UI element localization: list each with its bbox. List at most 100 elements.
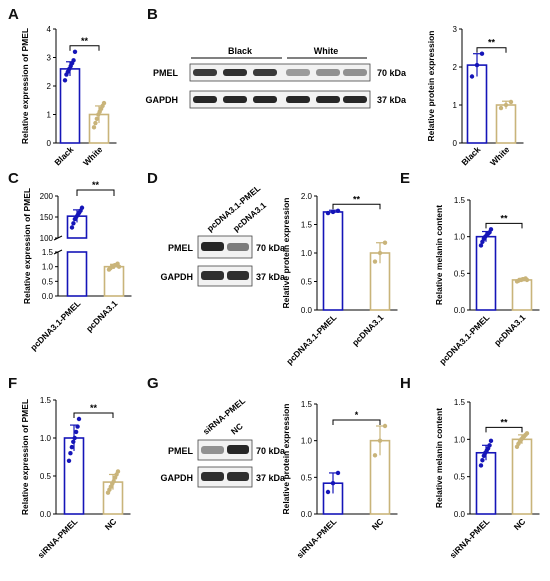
d-pmel-band (201, 242, 224, 251)
e-data-point (478, 243, 484, 248)
c-y-tick-label: 1.0 (42, 263, 54, 272)
c-bar-0-lower (66, 251, 88, 297)
g-size-label-37: 37 kDa (256, 473, 286, 483)
c-data-point (71, 221, 76, 226)
b-data-point (479, 51, 485, 56)
b-gapdh-band (223, 96, 247, 103)
f-x-tick-label-0: siRNA-PMEL (36, 516, 80, 560)
g-pmel-band (201, 446, 224, 454)
b-size-label-70: 70 kDa (377, 68, 407, 78)
a-significance-bracket (69, 45, 100, 51)
b-y-tick-label: 2 (453, 63, 458, 72)
h-data-point (478, 463, 484, 468)
d-gapdh-band (227, 271, 249, 280)
c-significance-label: ** (92, 180, 100, 190)
g-x-tick-label-1: NC (370, 516, 386, 532)
d-data-point (335, 208, 341, 214)
panel-letter-a: A (8, 6, 19, 23)
b-gapdh-blot (189, 90, 371, 109)
d-bar-0 (322, 211, 344, 311)
b-y-tick-label: 3 (453, 25, 458, 34)
d-data-point (325, 210, 331, 216)
h-data-point (524, 431, 530, 436)
b-group-label-black: Black (228, 46, 253, 56)
panel-letter-d: D (147, 170, 158, 187)
h-x-tick-label-0: siRNA-PMEL (448, 516, 492, 560)
panel-letter-e: E (400, 170, 411, 187)
g-lane-label-1: NC (229, 421, 245, 437)
b-y-tick-label: 0 (453, 139, 458, 148)
b-x-tick-label-0: Black (459, 144, 482, 167)
g-y-tick-label: 0.5 (301, 473, 313, 482)
h-y-tick-label: 1.0 (454, 435, 466, 444)
a-y-tick-label: 4 (47, 25, 52, 34)
b-y-tick-label: 1 (453, 101, 458, 110)
c-y-tick-label: 200 (40, 192, 54, 201)
g-data-point (382, 423, 388, 429)
c-data-point (69, 225, 75, 230)
a-data-point (72, 49, 78, 54)
e-significance-label: ** (500, 213, 508, 223)
b-row-label-gapdh: GAPDH (145, 95, 178, 105)
b-gapdh-band (343, 96, 367, 103)
c-y-tick-label: 150 (40, 213, 54, 222)
g-data-point (325, 489, 331, 495)
b-data-point (474, 62, 480, 68)
g-y-axis-label: Relative protein expression (281, 403, 291, 514)
f-x-tick-label-1: NC (103, 516, 119, 532)
f-y-tick-label: 0.0 (40, 510, 52, 519)
e-bar-1 (511, 279, 533, 311)
e-x-tick-label-0: pcDNA3.1-PMEL (437, 312, 491, 366)
b-gapdh-band (286, 96, 310, 103)
d-row-label-pmel: PMEL (168, 243, 194, 253)
a-data-point (62, 78, 68, 83)
f-significance-bracket (73, 412, 114, 418)
d-size-label-37: 37 kDa (256, 272, 286, 282)
d-x-tick-label-0: pcDNA3.1-PMEL (284, 312, 338, 366)
g-data-point (372, 453, 378, 458)
b-row-label-pmel: PMEL (153, 68, 179, 78)
f-y-tick-label: 1.0 (40, 434, 52, 443)
h-bar-0 (475, 451, 497, 515)
c-x-tick-label-0: pcDNA3.1-PMEL (28, 298, 82, 352)
h-significance-label: ** (500, 417, 508, 427)
d-pmel-band (227, 243, 249, 251)
h-y-tick-label: 0.5 (454, 473, 466, 482)
d-y-tick-label: 0.5 (301, 278, 313, 287)
d-y-tick-label: 1.5 (301, 221, 313, 230)
a-data-point (91, 125, 97, 130)
b-data-point (469, 74, 475, 79)
panel-letter-h: H (400, 375, 411, 392)
f-data-point (75, 424, 80, 429)
d-significance-label: ** (353, 194, 361, 204)
f-data-point (72, 435, 77, 441)
e-y-tick-label: 1.5 (454, 196, 466, 205)
b-pmel-band (253, 69, 277, 76)
a-y-axis-label: Relative expression of PMEL (20, 28, 30, 144)
e-y-axis-label: Relative melanin content (434, 205, 444, 305)
g-data-point (377, 438, 383, 443)
h-x-tick-label-1: NC (512, 516, 528, 532)
e-y-tick-label: 0.5 (454, 269, 466, 278)
f-data-point (69, 444, 75, 450)
d-y-tick-label: 1.0 (301, 249, 313, 258)
b-gapdh-band (253, 96, 277, 103)
c-data-point (79, 205, 85, 210)
a-y-tick-label: 3 (47, 54, 52, 63)
f-data-point (71, 439, 76, 444)
g-size-label-70: 70 kDa (256, 446, 286, 456)
a-data-point (93, 120, 98, 126)
a-y-tick-label: 2 (47, 82, 52, 91)
d-pmel-blot (197, 235, 253, 259)
h-bar-1 (511, 438, 533, 515)
g-gapdh-band (227, 472, 249, 481)
f-y-axis-label: Relative expression of PMEL (20, 399, 30, 515)
h-data-point (487, 443, 492, 448)
h-y-tick-label: 1.5 (454, 398, 466, 407)
d-gapdh-band (201, 271, 224, 280)
panel-letter-c: C (8, 170, 19, 187)
e-y-tick-label: 1.0 (454, 233, 466, 242)
b-significance-label: ** (488, 38, 496, 48)
h-significance-bracket (485, 426, 523, 433)
